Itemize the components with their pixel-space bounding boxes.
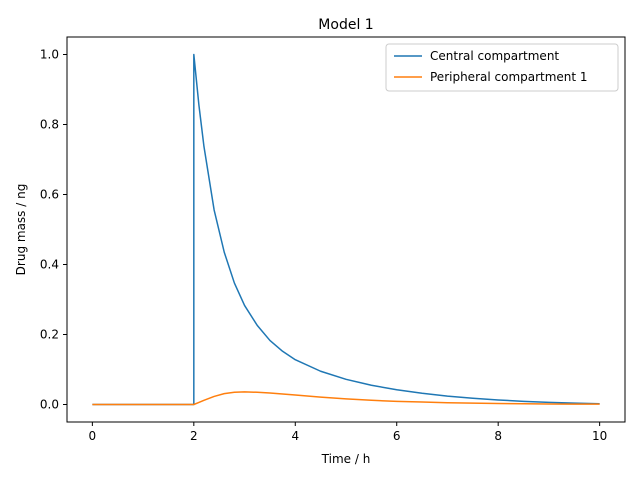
x-tick-label: 2: [190, 429, 198, 443]
y-tick-label: 0.4: [40, 258, 59, 272]
x-tick-label: 4: [291, 429, 299, 443]
y-axis-ticks: 0.0 0.2 0.4 0.6 0.8 1.0: [40, 48, 67, 412]
x-tick-label: 6: [393, 429, 401, 443]
series-line-peripheral: [92, 391, 600, 406]
y-tick-label: 0.0: [40, 398, 59, 412]
y-tick-label: 0.6: [40, 188, 59, 202]
y-tick-label: 0.8: [40, 118, 59, 132]
legend-label-peripheral: Peripheral compartment 1: [430, 70, 588, 84]
y-axis-label: Drug mass / ng: [14, 184, 28, 276]
x-tick-label: 10: [592, 429, 607, 443]
series-line-central: [92, 53, 600, 406]
y-tick-label: 1.0: [40, 48, 59, 62]
plot-frame: [66, 36, 626, 423]
x-tick-label: 0: [89, 429, 97, 443]
x-axis-label: Time / h: [321, 452, 371, 466]
legend-box: [385, 43, 619, 92]
x-tick-label: 8: [494, 429, 502, 443]
y-tick-label: 0.2: [40, 328, 59, 342]
x-axis-ticks: 0 2 4 6 8 10: [89, 422, 607, 443]
legend-label-central: Central compartment: [430, 49, 559, 63]
chart-title: Model 1: [318, 17, 373, 33]
series-layer: [92, 53, 600, 406]
legend: Central compartment Peripheral compartme…: [385, 43, 619, 92]
